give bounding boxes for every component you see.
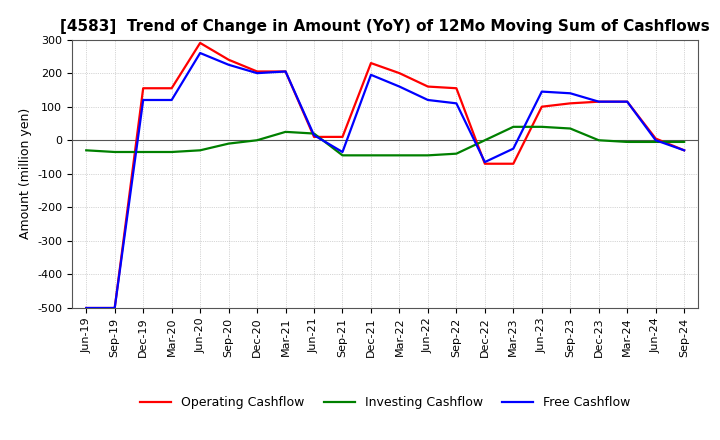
Investing Cashflow: [253, 138, 261, 143]
Operating Cashflow: [623, 99, 631, 104]
Investing Cashflow: [680, 139, 688, 145]
Operating Cashflow: [196, 40, 204, 46]
Investing Cashflow: [509, 124, 518, 129]
Investing Cashflow: [338, 153, 347, 158]
Line: Investing Cashflow: Investing Cashflow: [86, 127, 684, 155]
Operating Cashflow: [480, 161, 489, 166]
Operating Cashflow: [566, 101, 575, 106]
Title: [4583]  Trend of Change in Amount (YoY) of 12Mo Moving Sum of Cashflows: [4583] Trend of Change in Amount (YoY) o…: [60, 19, 710, 34]
Y-axis label: Amount (million yen): Amount (million yen): [19, 108, 32, 239]
Investing Cashflow: [537, 124, 546, 129]
Free Cashflow: [139, 97, 148, 103]
Free Cashflow: [595, 99, 603, 104]
Free Cashflow: [167, 97, 176, 103]
Free Cashflow: [423, 97, 432, 103]
Free Cashflow: [395, 84, 404, 89]
Investing Cashflow: [423, 153, 432, 158]
Operating Cashflow: [253, 69, 261, 74]
Investing Cashflow: [480, 138, 489, 143]
Line: Free Cashflow: Free Cashflow: [86, 53, 684, 308]
Investing Cashflow: [366, 153, 375, 158]
Free Cashflow: [452, 101, 461, 106]
Free Cashflow: [225, 62, 233, 67]
Operating Cashflow: [167, 86, 176, 91]
Free Cashflow: [82, 305, 91, 311]
Free Cashflow: [509, 146, 518, 151]
Operating Cashflow: [452, 86, 461, 91]
Free Cashflow: [680, 148, 688, 153]
Free Cashflow: [310, 132, 318, 138]
Free Cashflow: [366, 72, 375, 77]
Operating Cashflow: [366, 60, 375, 66]
Operating Cashflow: [680, 148, 688, 153]
Investing Cashflow: [623, 139, 631, 145]
Free Cashflow: [196, 50, 204, 55]
Free Cashflow: [480, 159, 489, 165]
Investing Cashflow: [167, 149, 176, 154]
Investing Cashflow: [595, 138, 603, 143]
Free Cashflow: [623, 99, 631, 104]
Free Cashflow: [253, 70, 261, 76]
Operating Cashflow: [282, 69, 290, 74]
Line: Operating Cashflow: Operating Cashflow: [86, 43, 684, 308]
Free Cashflow: [282, 69, 290, 74]
Operating Cashflow: [82, 305, 91, 311]
Operating Cashflow: [652, 136, 660, 141]
Legend: Operating Cashflow, Investing Cashflow, Free Cashflow: Operating Cashflow, Investing Cashflow, …: [135, 392, 635, 414]
Investing Cashflow: [139, 149, 148, 154]
Operating Cashflow: [310, 134, 318, 139]
Investing Cashflow: [196, 148, 204, 153]
Free Cashflow: [537, 89, 546, 94]
Investing Cashflow: [566, 126, 575, 131]
Investing Cashflow: [282, 129, 290, 135]
Investing Cashflow: [110, 149, 119, 154]
Operating Cashflow: [395, 70, 404, 76]
Operating Cashflow: [139, 86, 148, 91]
Investing Cashflow: [82, 148, 91, 153]
Operating Cashflow: [509, 161, 518, 166]
Free Cashflow: [566, 91, 575, 96]
Operating Cashflow: [595, 99, 603, 104]
Operating Cashflow: [537, 104, 546, 109]
Free Cashflow: [110, 305, 119, 311]
Investing Cashflow: [652, 139, 660, 145]
Operating Cashflow: [110, 305, 119, 311]
Investing Cashflow: [452, 151, 461, 156]
Free Cashflow: [652, 138, 660, 143]
Investing Cashflow: [310, 131, 318, 136]
Free Cashflow: [338, 149, 347, 154]
Operating Cashflow: [338, 134, 347, 139]
Operating Cashflow: [225, 57, 233, 62]
Investing Cashflow: [225, 141, 233, 146]
Investing Cashflow: [395, 153, 404, 158]
Operating Cashflow: [423, 84, 432, 89]
